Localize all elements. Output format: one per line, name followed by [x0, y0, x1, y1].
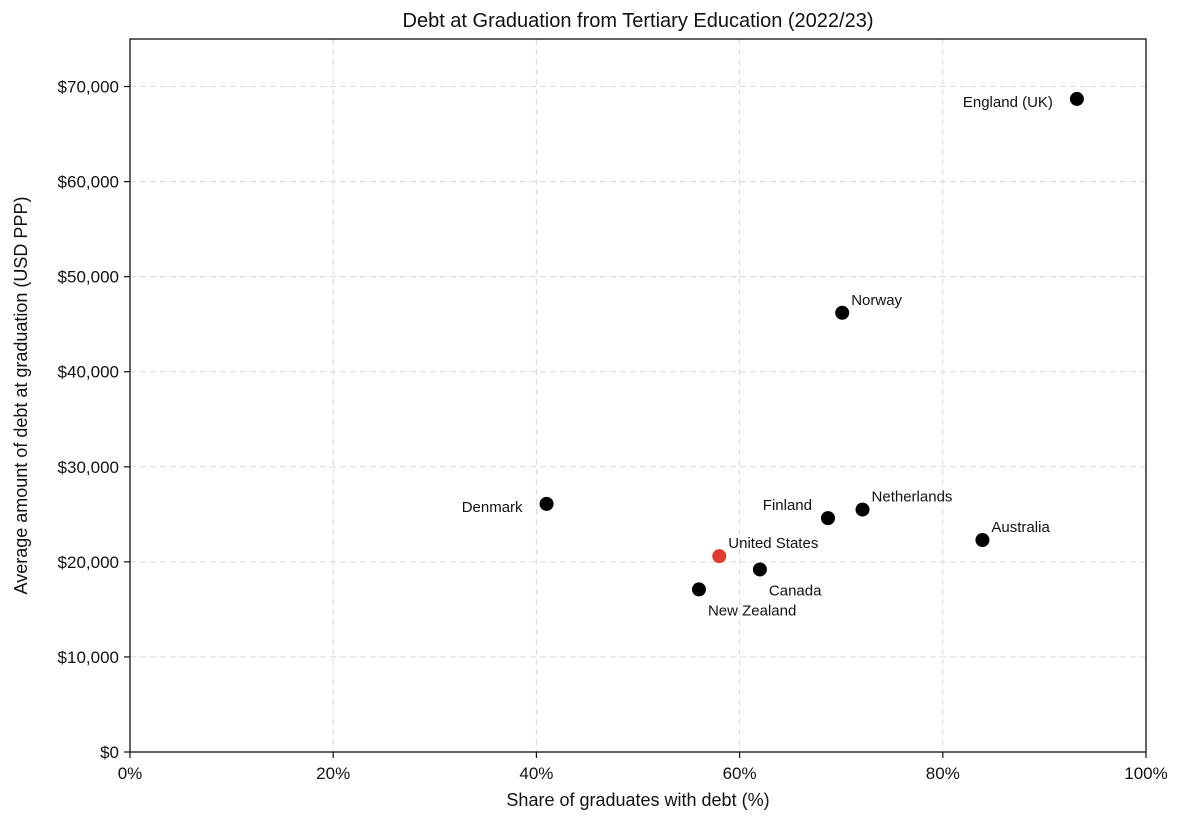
y-tick-label: $30,000: [58, 458, 119, 477]
label-canada: Canada: [769, 582, 822, 599]
data-points: [539, 91, 1084, 597]
point-netherlands: [855, 502, 870, 517]
x-tick-label: 0%: [118, 764, 143, 783]
x-tick-label: 100%: [1124, 764, 1167, 783]
y-axis: $0 $10,000 $20,000 $30,000 $40,000 $50,000 $60…: [58, 78, 130, 762]
point-norway: [835, 305, 850, 320]
x-tick-label: 80%: [926, 764, 960, 783]
point-canada: [752, 562, 767, 577]
x-tick-label: 20%: [316, 764, 350, 783]
label-united-states: United States: [728, 535, 818, 552]
label-norway: Norway: [851, 292, 902, 309]
x-tick-label: 60%: [723, 764, 757, 783]
point-denmark: [539, 496, 554, 511]
point-finland: [820, 511, 835, 526]
plot-frame: [129, 38, 1147, 753]
y-tick-label: $40,000: [58, 363, 119, 382]
point-new-zealand: [691, 582, 706, 597]
y-axis-title: Average amount of debt at graduation (US…: [11, 197, 31, 595]
label-denmark: Denmark: [462, 499, 523, 516]
y-tick-label: $50,000: [58, 268, 119, 287]
y-tick-label: $0: [100, 743, 119, 762]
grid-layer: [130, 39, 1146, 752]
label-finland: Finland: [763, 497, 812, 514]
x-axis: 0% 20% 40% 60% 80% 100%: [118, 752, 1168, 783]
label-australia: Australia: [991, 519, 1050, 536]
label-new-zealand: New Zealand: [708, 602, 796, 619]
chart-title: Debt at Graduation from Tertiary Educati…: [403, 10, 874, 32]
point-australia: [975, 533, 990, 548]
y-tick-label: $10,000: [58, 648, 119, 667]
y-tick-label: $60,000: [58, 173, 119, 192]
y-tick-label: $20,000: [58, 553, 119, 572]
point-united-states: [712, 549, 727, 564]
label-england-uk: England (UK): [963, 94, 1053, 111]
x-tick-label: 40%: [519, 764, 553, 783]
x-axis-title: Share of graduates with debt (%): [506, 790, 769, 810]
label-netherlands: Netherlands: [872, 489, 953, 506]
point-labels: England (UK) Norway Denmark Finland Netherla…: [462, 94, 1053, 620]
y-tick-label: $70,000: [58, 78, 119, 97]
point-england-uk: [1069, 91, 1084, 106]
